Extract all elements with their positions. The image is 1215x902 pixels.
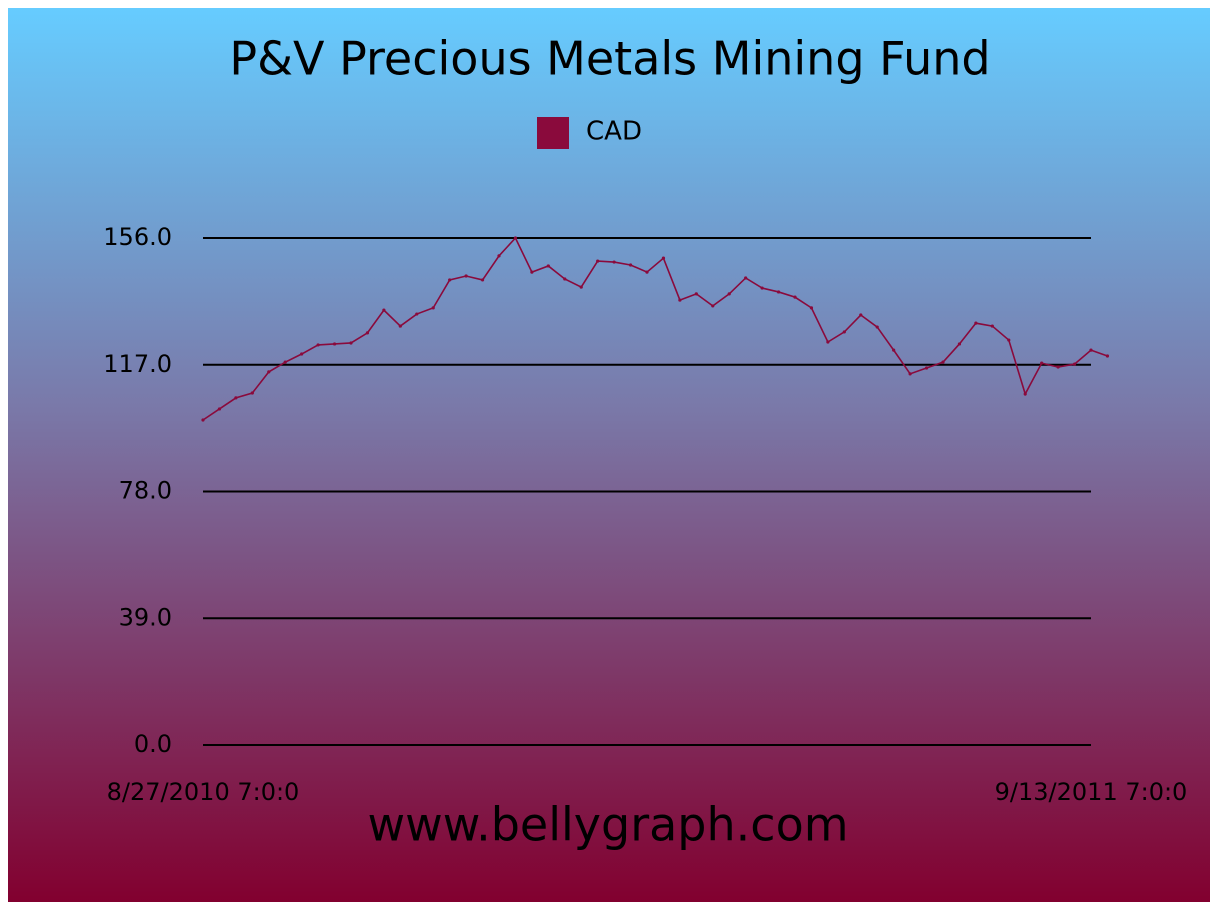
point <box>711 304 715 308</box>
point <box>694 292 698 296</box>
point <box>760 286 764 290</box>
x-tick-label: 8/27/2010 7:0:0 <box>107 778 300 806</box>
point <box>382 308 386 312</box>
point <box>398 324 402 328</box>
point <box>957 342 962 346</box>
point <box>859 313 863 317</box>
point <box>332 342 337 346</box>
point <box>809 306 814 310</box>
point <box>267 370 271 374</box>
point <box>448 278 452 282</box>
point <box>513 236 518 240</box>
point <box>776 290 781 294</box>
point <box>1072 362 1077 366</box>
point <box>365 331 370 335</box>
point <box>349 341 353 345</box>
y-tick-label: 156.0 <box>103 223 172 251</box>
watermark: www.bellygraph.com <box>367 798 848 852</box>
point <box>793 295 797 299</box>
point <box>1105 354 1110 358</box>
point <box>1056 365 1060 369</box>
y-tick-label: 117.0 <box>103 350 172 378</box>
point <box>464 274 468 278</box>
point <box>875 325 879 329</box>
point <box>1089 348 1093 352</box>
point <box>990 324 994 328</box>
y-tick-label: 78.0 <box>119 477 172 505</box>
point <box>250 391 254 395</box>
point <box>974 321 978 325</box>
point <box>579 285 583 289</box>
point <box>924 366 929 370</box>
point <box>661 256 666 260</box>
point <box>744 276 748 280</box>
point <box>217 407 222 411</box>
point <box>908 372 912 376</box>
legend-swatch <box>537 117 569 149</box>
point <box>234 396 238 400</box>
point <box>842 330 846 334</box>
point <box>431 306 435 310</box>
point <box>1040 361 1044 365</box>
point <box>892 348 896 352</box>
chart-title: P&V Precious Metals Mining Fund <box>229 32 990 86</box>
point <box>563 277 567 281</box>
legend-label: CAD <box>586 117 642 147</box>
point <box>546 264 550 268</box>
point <box>628 263 633 267</box>
point <box>497 254 501 258</box>
point <box>1023 392 1027 396</box>
point <box>480 278 485 282</box>
point <box>530 270 534 274</box>
point <box>596 259 600 263</box>
y-tick-label: 39.0 <box>119 603 172 631</box>
point <box>727 292 731 296</box>
x-tick-label: 9/13/2011 7:0:0 <box>995 778 1188 806</box>
point <box>612 260 616 264</box>
point <box>1007 338 1011 342</box>
point <box>415 312 419 316</box>
point <box>941 360 945 364</box>
line-series <box>202 236 1108 421</box>
point <box>826 340 830 344</box>
chart-background <box>8 8 1210 902</box>
point <box>645 270 649 274</box>
point <box>201 418 205 422</box>
point <box>678 298 682 302</box>
point <box>316 343 320 347</box>
point <box>300 352 304 356</box>
point <box>283 360 287 364</box>
y-tick-label: 0.0 <box>134 730 172 758</box>
